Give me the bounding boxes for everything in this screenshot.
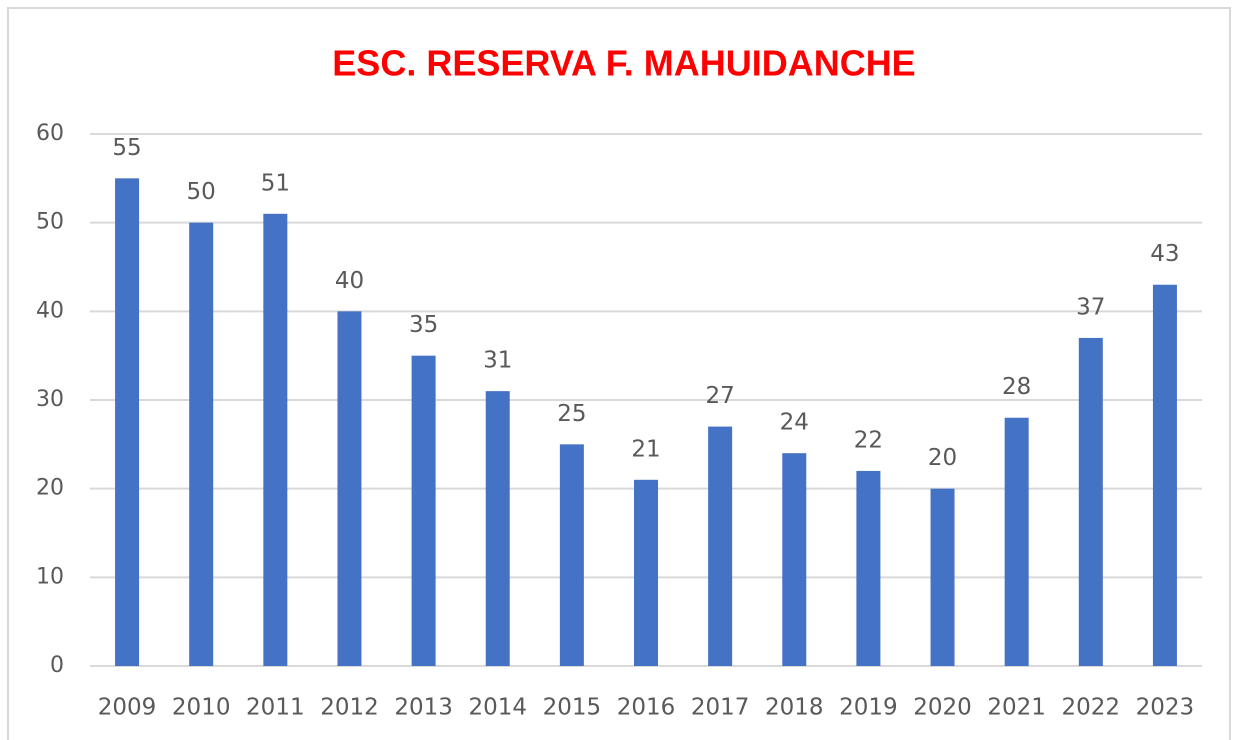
- y-tick-label: 0: [50, 653, 64, 678]
- bar: [1152, 284, 1177, 666]
- y-tick-label: 50: [36, 210, 64, 235]
- bar: [189, 222, 214, 666]
- bar: [782, 453, 807, 666]
- x-tick-label: 2016: [617, 695, 676, 721]
- data-label: 37: [1076, 294, 1105, 320]
- x-tick-label: 2009: [98, 695, 157, 721]
- x-tick-label: 2017: [691, 695, 750, 721]
- bar: [337, 311, 362, 666]
- bar: [485, 391, 510, 666]
- y-tick-label: 20: [36, 476, 64, 501]
- x-tick-label: 2011: [246, 695, 305, 721]
- chart-title: ESC. RESERVA F. MAHUIDANCHE: [332, 43, 915, 84]
- data-label: 31: [483, 348, 512, 374]
- y-tick-label: 40: [36, 298, 64, 323]
- data-label: 55: [112, 135, 141, 161]
- x-tick-label: 2021: [987, 695, 1046, 721]
- data-label: 24: [780, 410, 809, 436]
- x-tick-label: 2018: [765, 695, 824, 721]
- x-tick-label: 2013: [394, 695, 453, 721]
- x-tick-label: 2010: [172, 695, 231, 721]
- data-label: 20: [928, 445, 957, 471]
- bar: [559, 444, 584, 666]
- bar: [856, 470, 881, 666]
- data-label: 25: [557, 401, 586, 427]
- data-label: 43: [1150, 241, 1179, 267]
- y-tick-label: 60: [36, 121, 64, 146]
- bar: [708, 426, 733, 666]
- x-tick-label: 2015: [543, 695, 602, 721]
- data-label: 27: [705, 383, 734, 409]
- data-label: 51: [261, 170, 290, 196]
- bar: [1004, 417, 1029, 666]
- data-label: 21: [631, 436, 660, 462]
- x-tick-label: 2014: [468, 695, 527, 721]
- data-label: 35: [409, 312, 438, 338]
- x-tick-label: 2012: [320, 695, 379, 721]
- x-tick-label: 2022: [1062, 695, 1121, 721]
- bar: [634, 479, 658, 666]
- data-label: 22: [854, 427, 883, 453]
- bar: [115, 178, 140, 667]
- x-tick-label: 2019: [839, 695, 898, 721]
- x-tick-label: 2023: [1136, 695, 1195, 721]
- y-tick-label: 10: [36, 564, 64, 589]
- bar: [1078, 337, 1103, 666]
- data-label: 28: [1002, 374, 1031, 400]
- bar: [411, 355, 436, 666]
- y-tick-label: 30: [36, 387, 64, 412]
- bar: [930, 488, 955, 666]
- bar: [263, 213, 288, 667]
- data-label: 40: [335, 268, 364, 294]
- data-label: 50: [187, 179, 216, 205]
- x-tick-label: 2020: [913, 695, 972, 721]
